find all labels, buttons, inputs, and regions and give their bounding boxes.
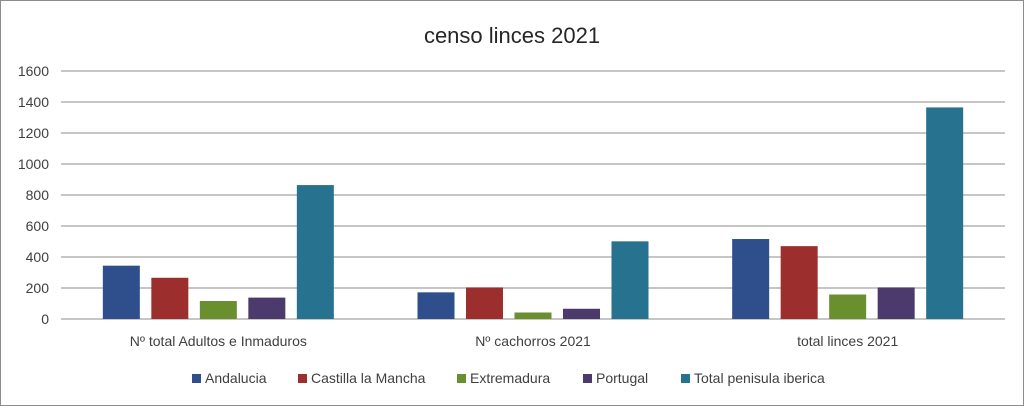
y-tick-label: 600 [26,218,50,234]
bar [248,297,286,319]
y-tick-label: 1200 [18,125,49,141]
bar [926,107,964,319]
legend-swatch [583,374,592,383]
x-category-label: Nº cachorros 2021 [475,333,591,349]
legend-swatch [457,374,466,383]
chart-title: censo linces 2021 [424,23,600,48]
bar [732,239,770,319]
legend-swatch [681,374,690,383]
bar [563,308,600,319]
x-category-label: Nº total Adultos e Inmaduros [130,333,307,349]
gridlines [61,70,1005,320]
legend-swatch [192,374,201,383]
bar [199,301,237,319]
y-tick-label: 200 [26,280,50,296]
y-tick-label: 800 [26,187,50,203]
y-tick-label: 1600 [18,63,49,79]
x-axis-categories: Nº total Adultos e Inmaduros Nº cachorros… [130,333,899,349]
y-axis-ticks: 0 200 400 600 800 1000 1200 1400 1600 [18,63,49,327]
legend-label: Extremadura [470,370,550,386]
legend-label: Total penisula iberica [694,370,825,386]
bars [102,107,964,319]
legend-label: Castilla la Mancha [311,370,426,386]
y-tick-label: 0 [41,311,49,327]
bar [877,287,915,319]
bar [466,287,503,319]
y-tick-label: 400 [26,249,50,265]
bar [780,246,818,319]
legend-label: Andalucia [205,370,267,386]
y-tick-label: 1400 [18,94,49,110]
bar [829,294,867,319]
bar [296,185,334,319]
legend-swatch [298,374,307,383]
bar [611,241,649,319]
x-category-label: total linces 2021 [797,333,898,349]
legend: Andalucia Castilla la Mancha Extremadura Po… [192,370,825,386]
y-tick-label: 1000 [18,156,49,172]
legend-label: Portugal [596,370,648,386]
bar [514,312,552,319]
bar [102,265,140,319]
bar [151,277,189,319]
bar [417,292,455,319]
